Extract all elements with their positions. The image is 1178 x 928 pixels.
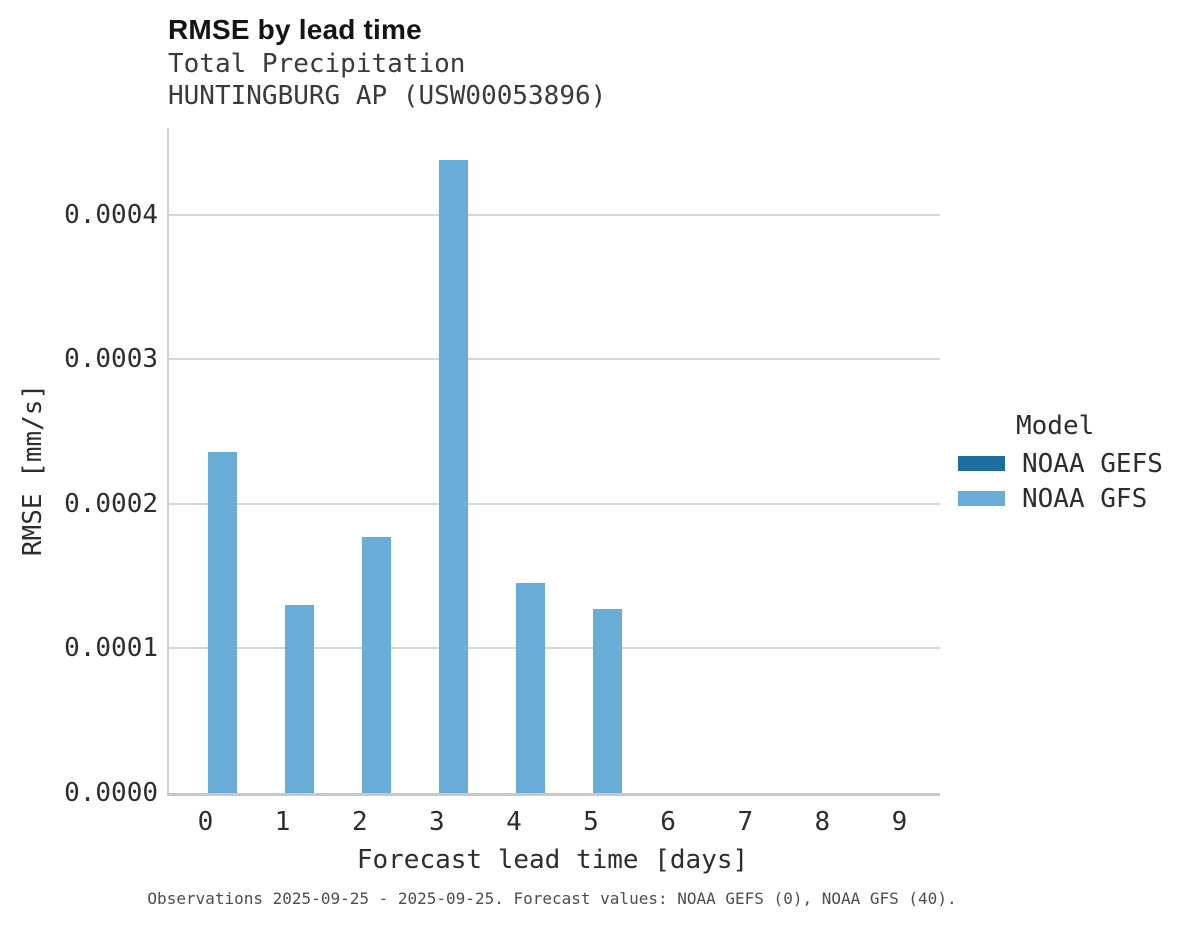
chart-title: RMSE by lead time <box>168 14 422 45</box>
chart-subtitle-variable: Total Precipitation <box>168 49 466 79</box>
bar-noaa-gfs-lead-0 <box>207 451 237 793</box>
footer-caption: Observations 2025-09-25 - 2025-09-25. Fo… <box>147 889 957 908</box>
y-tick-label-0.0004: 0.0004 <box>64 199 158 230</box>
x-tick-label-4: 4 <box>506 807 522 837</box>
bar-noaa-gfs-lead-5 <box>593 609 622 793</box>
plot-area <box>167 128 940 796</box>
gridline-y-0.0004 <box>169 213 940 216</box>
title-block: RMSE by lead time Total Precipitation HU… <box>168 12 606 112</box>
x-tick-label-6: 6 <box>660 807 676 837</box>
y-axis-tick-labels: 0.0000 0.0001 0.0002 0.0003 0.0004 <box>0 128 158 808</box>
legend-swatch-noaa-gfs <box>958 491 1005 506</box>
legend-row-noaa-gefs: NOAA GEFS <box>958 446 1173 481</box>
legend-entries: NOAA GEFS NOAA GFS <box>958 446 1173 516</box>
gridline-y-0.0002 <box>169 502 940 505</box>
chart-subtitle-station: HUNTINGBURG AP (USW00053896) <box>168 81 607 111</box>
bar-noaa-gfs-lead-1 <box>284 605 314 793</box>
bar-noaa-gfs-lead-2 <box>361 537 391 793</box>
x-tick-label-1: 1 <box>274 807 291 837</box>
bar-noaa-gfs-lead-4 <box>515 583 545 793</box>
legend-title: Model <box>1016 411 1095 441</box>
legend-swatch-noaa-gefs <box>958 456 1005 471</box>
y-tick-label-0.0003: 0.0003 <box>64 344 158 375</box>
x-tick-label-3: 3 <box>428 807 445 837</box>
legend-label-noaa-gefs: NOAA GEFS <box>1022 448 1163 479</box>
legend-label-noaa-gfs: NOAA GFS <box>1022 483 1148 514</box>
x-tick-label-9: 9 <box>891 807 908 837</box>
legend: Model NOAA GEFS NOAA GFS <box>958 410 1173 516</box>
y-axis-title: RMSE [mm/s] <box>18 383 48 557</box>
x-tick-label-7: 7 <box>737 807 754 837</box>
bar-noaa-gfs-lead-3 <box>438 159 468 793</box>
x-axis-tick-labels: 0 1 2 3 4 5 6 7 8 9 <box>167 807 938 837</box>
y-tick-label-0.0002: 0.0002 <box>64 488 158 519</box>
gridline-y-0.0003 <box>169 358 940 361</box>
x-axis-title: Forecast lead time [days] <box>356 845 749 875</box>
legend-row-noaa-gfs: NOAA GFS <box>958 481 1173 516</box>
gridline-y-0.0001 <box>169 647 940 650</box>
y-tick-label-0.0001: 0.0001 <box>64 633 158 664</box>
x-tick-label-8: 8 <box>814 807 831 837</box>
x-tick-label-5: 5 <box>583 807 599 837</box>
y-tick-label-0.0000: 0.0000 <box>64 778 158 808</box>
x-tick-label-0: 0 <box>197 807 214 837</box>
x-tick-label-2: 2 <box>351 807 368 837</box>
